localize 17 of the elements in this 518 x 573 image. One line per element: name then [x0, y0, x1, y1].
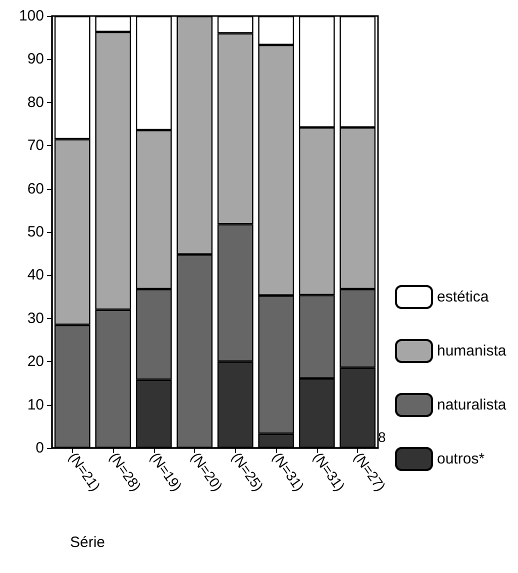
y-tick-label: 60	[27, 180, 44, 198]
y-tick-label: 50	[27, 224, 44, 240]
y-tick-label: 40	[27, 266, 44, 284]
y-tick-label: 30	[27, 310, 44, 327]
legend-label: estética	[437, 288, 490, 306]
y-tick-label: 20	[27, 353, 44, 370]
y-tick-label: 90	[27, 50, 44, 68]
legend-label: humanista	[437, 342, 507, 360]
x-axis-title: Série	[70, 534, 106, 551]
y-tick-label: 80	[27, 94, 44, 111]
y-tick-label: 10	[27, 396, 44, 414]
y-tick-label: 0	[36, 440, 44, 456]
annotation: 8	[378, 429, 386, 445]
y-tick-label: 100	[18, 8, 44, 24]
legend-label: outros*	[437, 450, 485, 468]
y-tick-label: 70	[27, 137, 44, 154]
legend-label: naturalista	[437, 396, 507, 414]
